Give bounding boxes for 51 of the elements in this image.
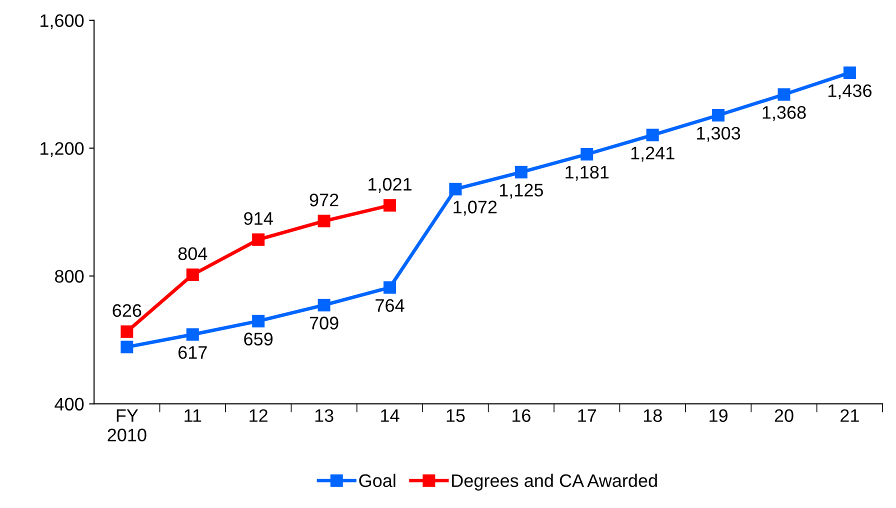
data-label: 659 [244, 332, 273, 346]
point [843, 66, 856, 79]
point [252, 233, 265, 246]
data-label: 709 [310, 316, 338, 330]
data-label: 626 [112, 304, 142, 317]
point [186, 328, 199, 341]
point [318, 298, 330, 312]
data-label: 1,072 [454, 200, 497, 216]
point [252, 314, 265, 328]
x-tick-label: 12 [250, 409, 268, 422]
data-label: 1,021 [368, 178, 412, 193]
x-tick-label: 16 [512, 409, 530, 422]
data-label: 617 [178, 346, 207, 359]
point [580, 148, 594, 160]
point [514, 166, 528, 178]
data-label: 1,241 [631, 146, 674, 162]
point [384, 199, 396, 212]
data-label: 804 [178, 247, 208, 260]
x-tick-label: 13 [315, 409, 334, 422]
point [186, 268, 199, 281]
x-tick-label: FY 2010 [108, 409, 146, 442]
point [120, 340, 134, 354]
point [449, 182, 462, 196]
y-tick-label: 800 [55, 270, 84, 283]
data-label: 764 [376, 299, 404, 312]
legend-label: Goal [359, 474, 396, 488]
point [120, 325, 134, 338]
x-tick-label: 21 [840, 409, 859, 422]
x-tick-label: 15 [446, 409, 465, 422]
x-tick-label: 19 [710, 409, 728, 422]
point [712, 108, 725, 122]
data-label: 914 [244, 212, 273, 225]
point [384, 281, 396, 294]
y-tick-label: 1,200 [40, 142, 84, 158]
data-label: 1,125 [500, 184, 544, 199]
x-tick-label: 14 [381, 409, 400, 422]
legend-label: Degrees and CA Awarded [452, 474, 657, 491]
point [778, 88, 790, 101]
x-tick-label: 18 [644, 409, 662, 422]
point [318, 214, 330, 228]
point [646, 128, 659, 142]
x-tick-label: 11 [184, 409, 202, 422]
data-label: 972 [310, 194, 338, 206]
data-label: 1,368 [762, 106, 806, 121]
x-tick-label: 17 [578, 409, 596, 422]
x-tick-label: 20 [774, 409, 794, 422]
y-tick-label: 400 [54, 398, 84, 411]
y-tick-label: 1,600 [40, 14, 84, 30]
data-label: 1,303 [697, 126, 740, 142]
data-label: 1,181 [566, 166, 609, 181]
data-label: 1,436 [828, 84, 872, 100]
